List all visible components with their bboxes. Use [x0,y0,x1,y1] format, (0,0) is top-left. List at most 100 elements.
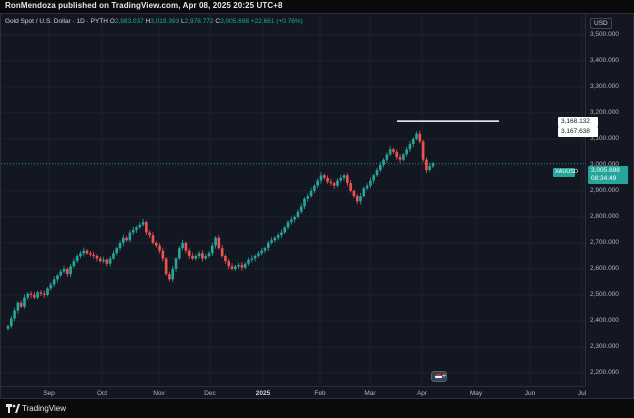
candle-body [108,258,112,264]
candle-body [105,259,109,264]
candle-body [250,258,254,260]
candle-body [234,266,237,269]
candle-body [273,237,277,241]
candle-body [346,175,349,184]
candle-body [375,170,379,176]
candle-body [9,318,13,327]
candle-body [257,253,260,256]
candle-body [42,293,46,295]
candle-body [197,253,201,256]
candle-body [425,159,428,171]
candle-body [194,255,198,259]
candle-body [158,245,161,251]
candle-body [263,248,267,251]
candle-body [342,175,346,178]
close-value: 3,005.698 [220,18,249,25]
publisher-bar: RonMendoza published on TradingView.com,… [0,0,634,13]
candle-body [411,138,415,145]
candle-body [339,177,343,181]
price-chart-svg[interactable] [1,14,585,386]
candle-body [131,229,135,233]
tradingview-logo-icon [6,404,20,413]
candle-body [39,292,43,294]
candle-body [290,219,293,223]
candle-body [69,266,72,275]
candle-body [237,265,240,267]
candle-body [428,166,432,171]
candle-body [164,258,168,275]
time-axis[interactable]: Sep Oct Nov Dec 2025 Feb Mar Apr May Jun Jul [1,386,586,400]
candle-body [98,258,102,262]
candle-body [79,253,82,256]
price-tick-label: 3,200.000 [590,108,619,116]
candle-body [382,159,385,165]
candle-body [135,227,138,230]
currency-badge[interactable]: USD [590,18,612,29]
candle-body [112,253,115,259]
candle-body [122,237,125,243]
chart-legend: Gold Spot / U.S. Dollar · 1D · PYTH O2,9… [5,18,303,25]
candle-body [125,237,128,241]
candle-body [355,196,359,202]
candle-body [260,250,263,254]
candle-body [402,154,405,160]
candle-body [319,175,323,181]
time-tick-label: Dec [204,390,216,397]
price-axis[interactable]: USD 3,500.000 3,400.000 3,300.000 3,200.000… [585,14,634,386]
price-tick-label: 2,800.000 [590,212,619,220]
candle-body [72,261,76,267]
price-tick-label: 3,000.000 [590,160,619,168]
candle-body [293,216,296,220]
candle-body [26,293,30,298]
candle-body [227,261,231,267]
price-tick-label: 3,400.000 [590,56,619,64]
candle-body [59,271,63,276]
plot-area[interactable]: Gold Spot / U.S. Dollar · 1D · PYTH O2,9… [1,14,585,386]
candle-body [313,185,316,191]
candle-body [270,240,273,243]
candle-body [148,232,151,236]
price-tick-label: 2,600.000 [590,264,619,272]
candle-body [415,133,418,139]
candle-body [154,242,158,246]
candle-body [303,198,306,207]
price-tick-label: 2,500.000 [590,290,619,298]
candle-body [243,263,247,268]
candle-body [336,180,339,186]
candle-body [405,149,408,155]
candle-body [33,294,36,298]
candle-body [352,190,356,197]
candle-body [369,180,372,186]
candle-body [89,253,92,255]
candle-body [365,185,369,189]
candle-body [138,224,142,228]
time-tick-label: Nov [153,390,165,397]
candle-body [332,183,336,186]
candle-body [187,250,191,256]
candle-body [56,275,59,280]
candle-body [141,222,145,225]
chart-frame[interactable]: Gold Spot / U.S. Dollar · 1D · PYTH O2,9… [0,13,634,399]
us-flag-event-icon[interactable]: + [431,371,447,382]
time-tick-label: Oct [96,390,108,397]
current-price: 3,005.698 [591,167,620,174]
candle-body [306,196,310,199]
candle-body [395,151,399,158]
price-tick-label: 2,900.000 [590,186,619,194]
open-value: 2,983.037 [114,18,144,25]
close-label: C [215,18,221,25]
candle-body [230,266,234,269]
candle-body [418,133,422,142]
candle-body [421,141,425,160]
candle-body [266,242,270,249]
price-tick-label: 2,300.000 [590,342,619,350]
candle-body [66,268,69,275]
symbol-title[interactable]: Gold Spot / U.S. Dollar · 1D · PYTH [5,18,108,25]
price-tick-label: 3,100.000 [590,134,619,142]
candle-body [168,274,171,280]
candle-body [151,235,155,243]
time-tick-label: Sep [43,390,55,397]
countdown-timer: 08:34:49 [591,175,617,182]
time-tick-label: Feb [314,390,326,397]
candle-body [128,232,132,241]
